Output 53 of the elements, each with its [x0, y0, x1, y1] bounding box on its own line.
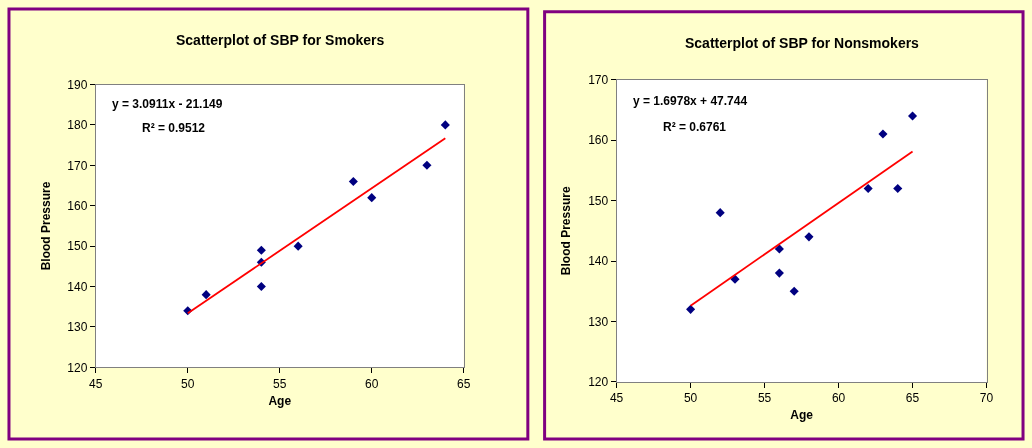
y-tick-label: 190 — [67, 77, 88, 92]
point — [715, 208, 725, 218]
x-tick-label: 55 — [757, 391, 772, 406]
x-tick-label: 55 — [273, 376, 287, 391]
point — [256, 282, 266, 292]
point — [367, 193, 377, 203]
y-tick-label: 130 — [67, 320, 88, 335]
point — [774, 268, 784, 278]
annotation: y = 3.0911x - 21.149 — [112, 97, 223, 111]
point — [440, 120, 450, 130]
point — [893, 183, 903, 194]
x-axis-title: Age — [268, 393, 292, 408]
annotation: R² = 0.9512 — [142, 121, 206, 135]
y-tick-label: 120 — [588, 375, 609, 390]
y-tick-label: 150 — [588, 193, 609, 208]
point — [789, 286, 799, 296]
y-tick-label: 170 — [588, 72, 609, 87]
x-tick-label: 45 — [609, 391, 624, 406]
x-tick-label: 65 — [905, 391, 920, 406]
point — [804, 232, 814, 242]
x-tick-label: 60 — [365, 376, 379, 391]
point — [422, 160, 432, 170]
point — [201, 290, 211, 300]
point — [348, 176, 358, 187]
point — [686, 304, 696, 314]
point — [293, 241, 303, 251]
point — [908, 111, 918, 121]
chart-title: Scatterplot of SBP for Smokers — [176, 32, 385, 48]
y-tick-label: 180 — [67, 118, 88, 133]
y-tick-label: 160 — [67, 198, 88, 213]
y-axis-title: Blood Pressure — [559, 186, 574, 276]
x-tick-label: 60 — [831, 391, 846, 406]
y-tick-label: 160 — [588, 133, 609, 148]
y-tick-label: 140 — [67, 279, 88, 294]
x-tick-label: 65 — [457, 376, 471, 391]
x-tick-label: 50 — [683, 391, 698, 406]
x-tick-label: 70 — [979, 391, 994, 406]
point — [863, 183, 873, 194]
y-tick-label: 130 — [588, 314, 609, 329]
chart-title: Scatterplot of SBP for Nonsmokers — [685, 35, 920, 51]
annotation: R² = 0.6761 — [663, 120, 727, 134]
y-tick-label: 170 — [67, 158, 88, 173]
x-tick-label: 50 — [181, 376, 195, 391]
y-tick-label: 140 — [588, 254, 609, 269]
y-tick-label: 120 — [67, 360, 88, 375]
y-tick-label: 150 — [67, 239, 88, 254]
x-tick-label: 45 — [89, 376, 103, 391]
x-axis-title: Age — [790, 408, 814, 423]
point — [878, 129, 888, 139]
y-axis-title: Blood Pressure — [38, 181, 53, 271]
annotation: y = 1.6978x + 47.744 — [633, 94, 748, 108]
point — [774, 244, 784, 254]
point — [256, 245, 266, 255]
